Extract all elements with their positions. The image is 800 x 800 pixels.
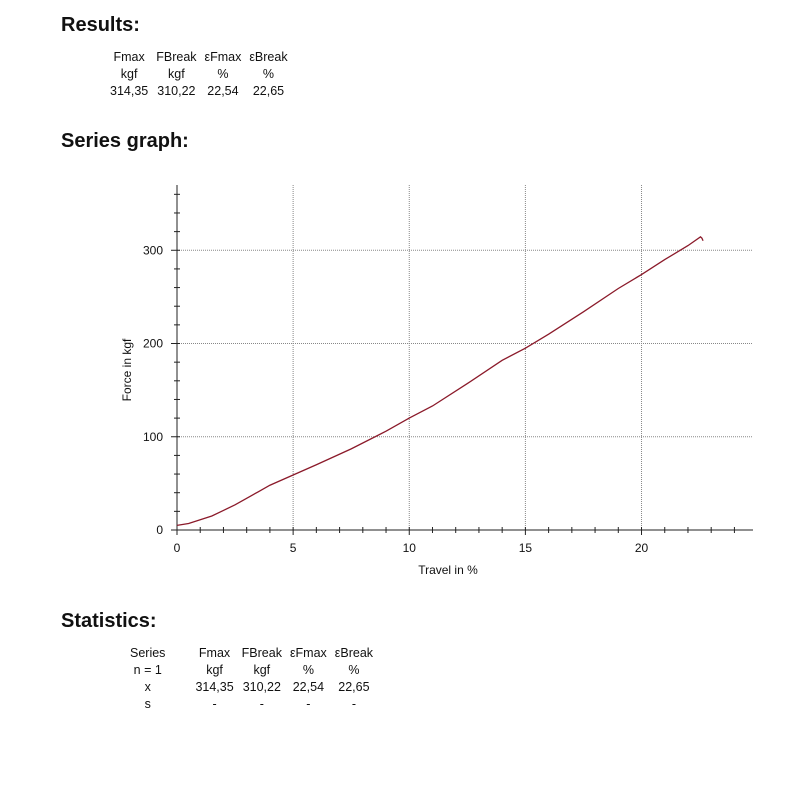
unit: %	[348, 663, 360, 677]
unit: kgf	[206, 663, 223, 677]
s-label: s	[144, 697, 151, 711]
x-tick-label: 10	[403, 541, 417, 555]
x-tick-label: 0	[174, 541, 181, 555]
stddev-value: -	[212, 697, 217, 711]
stddev-value: -	[306, 697, 311, 711]
header: FBreak	[241, 646, 282, 660]
y-tick-label: 300	[143, 243, 163, 257]
x-tick-label: 5	[290, 541, 297, 555]
unit: %	[217, 67, 229, 81]
header: εFmax	[204, 50, 242, 64]
mean-value: 310,22	[242, 680, 281, 694]
stddev-value: -	[351, 697, 356, 711]
header: εBreak	[334, 646, 374, 660]
graph-title: Series graph:	[61, 130, 189, 152]
header: Fmax	[113, 50, 145, 64]
mean-value: 22,54	[292, 680, 325, 694]
unit: %	[262, 67, 275, 81]
x-tick-label: 15	[519, 541, 533, 555]
x-tick-label: 20	[635, 541, 649, 555]
x-label: x	[144, 680, 151, 694]
header: Fmax	[198, 646, 231, 660]
y-tick-label: 200	[143, 337, 163, 351]
series-label: Series	[130, 646, 166, 660]
y-axis-label: Force in kgf	[120, 338, 134, 401]
force-travel-series-line	[176, 236, 704, 526]
value: 314,35	[110, 84, 149, 98]
statistics-table: Series Fmax FBreak εFmax εBreak n = 1 kgf kgf%…	[126, 645, 377, 713]
stddev-value: -	[259, 697, 264, 711]
header: FBreak	[156, 50, 197, 64]
mean-value: 22,65	[338, 680, 370, 694]
y-tick-label: 0	[156, 523, 163, 537]
value: 22,65	[252, 84, 285, 98]
results-title: Results:	[61, 14, 140, 36]
header: εBreak	[249, 50, 288, 64]
y-tick-label: 100	[143, 430, 163, 444]
n-label: n = 1	[133, 663, 162, 677]
unit: kgf	[253, 663, 271, 677]
unit: kgf	[120, 67, 138, 81]
value: 310,22	[157, 84, 196, 98]
unit: %	[302, 663, 314, 677]
results-table: Fmax FBreak εFmax εBreak kgf kgf%% 314,35 310…	[106, 49, 292, 100]
mean-value: 314,35	[195, 680, 234, 694]
x-axis-label: Travel in %	[418, 563, 478, 577]
unit: kgf	[168, 67, 185, 81]
header: εFmax	[289, 646, 327, 660]
value: 22,54	[207, 84, 239, 98]
statistics-title: Statistics:	[61, 610, 157, 632]
